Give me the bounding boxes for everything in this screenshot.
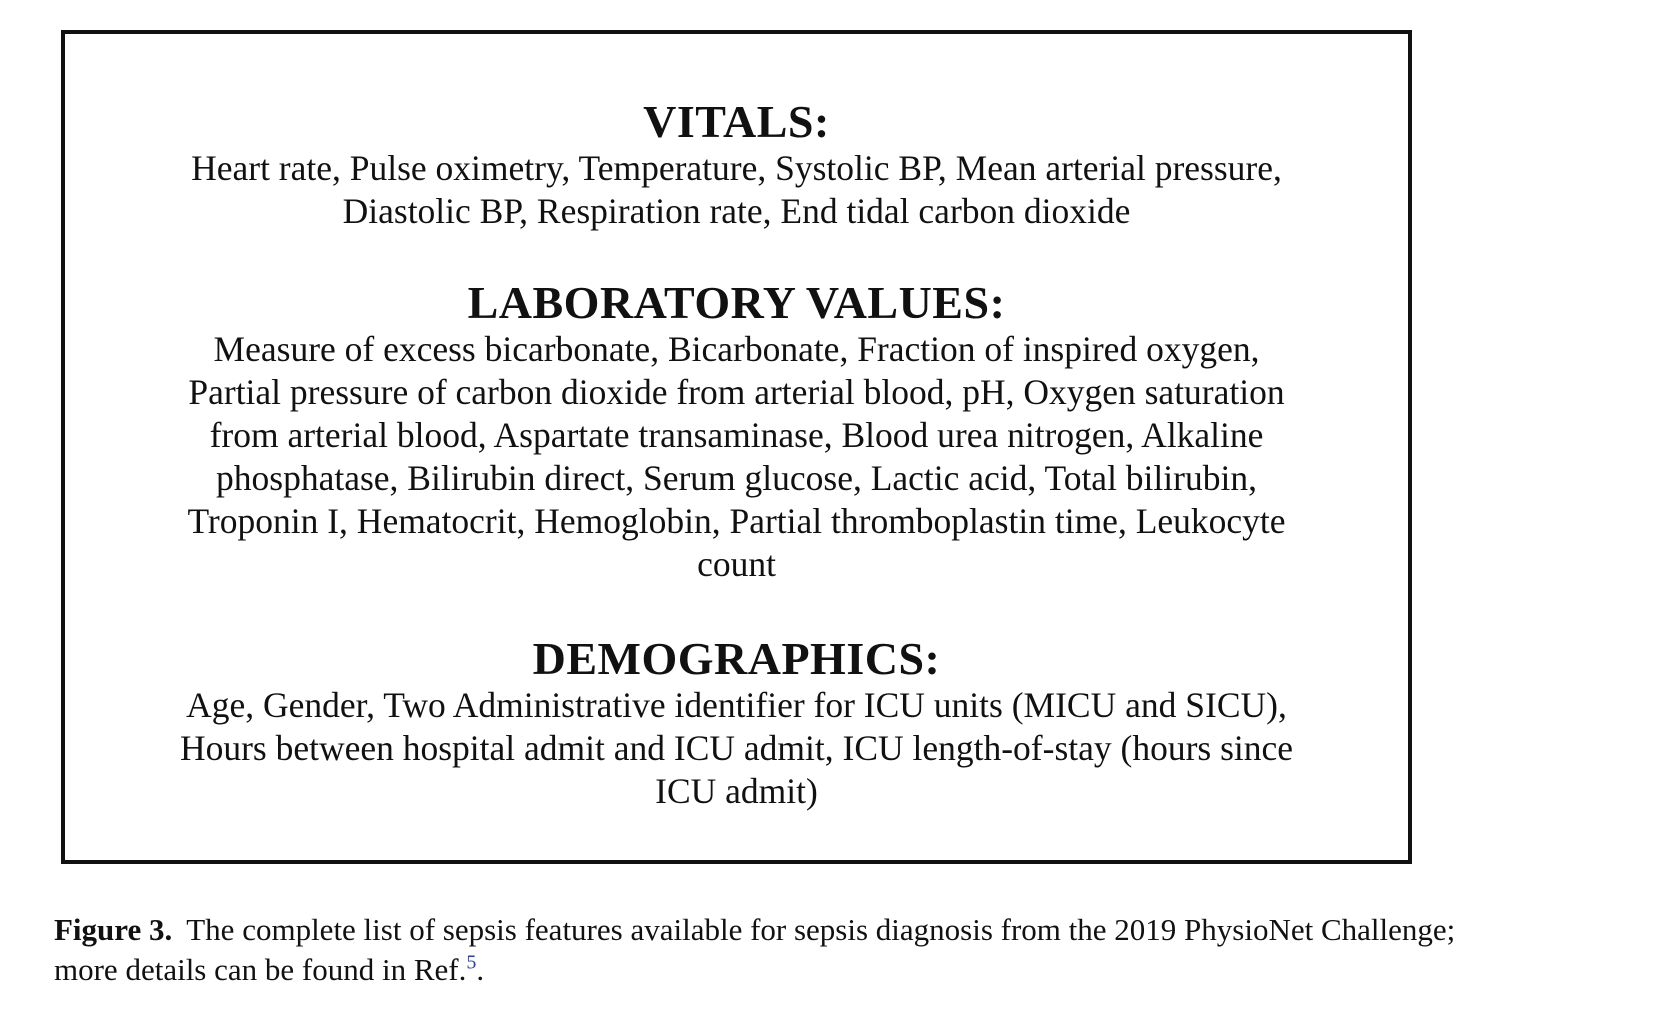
figure-caption: Figure 3. The complete list of sepsis fea… xyxy=(54,910,1644,990)
demographics-line: Age, Gender, Two Administrative identifi… xyxy=(186,685,1287,725)
laboratory-values-line: from arterial blood, Aspartate transamin… xyxy=(209,415,1264,455)
caption-label: Figure 3. xyxy=(54,912,173,947)
figure-box: VITALS: Heart rate, Pulse oximetry, Temp… xyxy=(61,30,1412,864)
caption-line-2: more details can be found in Ref.5. xyxy=(54,950,1644,990)
demographics-line: Hours between hospital admit and ICU adm… xyxy=(179,728,1294,768)
laboratory-values-title: LABORATORY VALUES: xyxy=(467,277,1006,328)
caption-text-continued: more details can be found in Ref. xyxy=(54,952,467,987)
demographics-section: DEMOGRAPHICS: Age, Gender, Two Administr… xyxy=(65,634,1408,813)
reference-link[interactable]: 5 xyxy=(466,951,477,974)
laboratory-values-section: LABORATORY VALUES: Measure of excess bic… xyxy=(65,278,1408,586)
demographics-title: DEMOGRAPHICS: xyxy=(532,633,941,684)
demographics-line: ICU admit) xyxy=(655,771,818,811)
vitals-line: Heart rate, Pulse oximetry, Temperature,… xyxy=(191,148,1282,188)
vitals-section: VITALS: Heart rate, Pulse oximetry, Temp… xyxy=(65,97,1408,233)
laboratory-values-line: count xyxy=(697,544,776,584)
vitals-title: VITALS: xyxy=(643,96,830,147)
laboratory-values-list: Measure of excess bicarbonate, Bicarbona… xyxy=(87,328,1387,586)
vitals-list: Heart rate, Pulse oximetry, Temperature,… xyxy=(97,147,1377,233)
caption-end: . xyxy=(476,952,485,987)
vitals-line: Diastolic BP, Respiration rate, End tida… xyxy=(342,191,1131,231)
laboratory-values-line: phosphatase, Bilirubin direct, Serum glu… xyxy=(216,458,1257,498)
caption-line-1: Figure 3. The complete list of sepsis fea… xyxy=(54,910,1644,950)
laboratory-values-line: Measure of excess bicarbonate, Bicarbona… xyxy=(213,329,1260,369)
caption-text: The complete list of sepsis features ava… xyxy=(186,912,1456,947)
laboratory-values-line: Troponin I, Hematocrit, Hemoglobin, Part… xyxy=(187,501,1286,541)
laboratory-values-line: Partial pressure of carbon dioxide from … xyxy=(188,372,1285,412)
demographics-list: Age, Gender, Two Administrative identifi… xyxy=(77,684,1397,813)
